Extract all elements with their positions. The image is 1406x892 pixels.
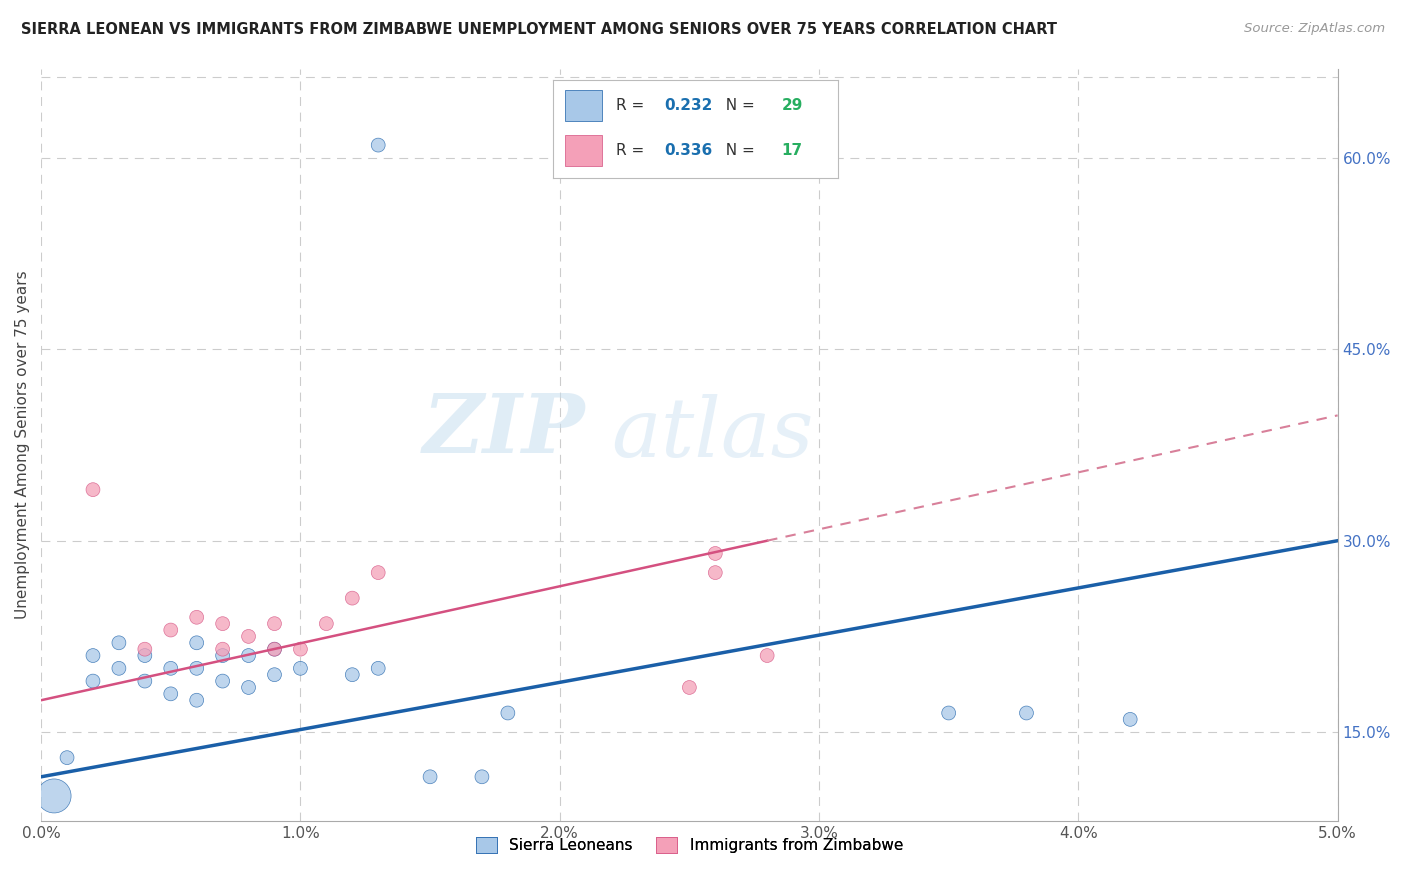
- Point: [342, 591, 364, 606]
- Point: [186, 636, 208, 650]
- Point: [56, 750, 79, 764]
- Point: [263, 642, 285, 657]
- Point: [238, 681, 260, 695]
- Point: [471, 770, 494, 784]
- Point: [211, 642, 233, 657]
- Point: [1015, 706, 1038, 720]
- Point: [108, 661, 131, 675]
- Point: [82, 483, 104, 497]
- Point: [756, 648, 779, 663]
- Point: [159, 623, 181, 637]
- Text: Source: ZipAtlas.com: Source: ZipAtlas.com: [1244, 22, 1385, 36]
- Y-axis label: Unemployment Among Seniors over 75 years: Unemployment Among Seniors over 75 years: [15, 270, 30, 619]
- Point: [134, 674, 156, 689]
- Point: [290, 642, 312, 657]
- Point: [290, 661, 312, 675]
- Point: [678, 681, 700, 695]
- Point: [263, 667, 285, 681]
- Text: ZIP: ZIP: [423, 390, 586, 470]
- Point: [263, 642, 285, 657]
- Text: SIERRA LEONEAN VS IMMIGRANTS FROM ZIMBABWE UNEMPLOYMENT AMONG SENIORS OVER 75 YE: SIERRA LEONEAN VS IMMIGRANTS FROM ZIMBAB…: [21, 22, 1057, 37]
- Point: [108, 636, 131, 650]
- Point: [211, 674, 233, 689]
- Point: [1119, 712, 1142, 726]
- Text: atlas: atlas: [612, 393, 814, 474]
- Point: [186, 610, 208, 624]
- Point: [238, 648, 260, 663]
- Point: [367, 566, 389, 580]
- Point: [704, 546, 727, 560]
- Point: [342, 667, 364, 681]
- Point: [367, 138, 389, 153]
- Point: [159, 661, 181, 675]
- Legend: Sierra Leoneans, Immigrants from Zimbabwe: Sierra Leoneans, Immigrants from Zimbabw…: [470, 830, 910, 859]
- Point: [42, 789, 65, 803]
- Point: [238, 629, 260, 643]
- Point: [159, 687, 181, 701]
- Point: [82, 648, 104, 663]
- Point: [938, 706, 960, 720]
- Point: [263, 616, 285, 631]
- Point: [186, 693, 208, 707]
- Point: [211, 616, 233, 631]
- Point: [496, 706, 519, 720]
- Point: [367, 661, 389, 675]
- Point: [82, 674, 104, 689]
- Point: [134, 642, 156, 657]
- Point: [419, 770, 441, 784]
- Point: [315, 616, 337, 631]
- Point: [211, 648, 233, 663]
- Point: [704, 566, 727, 580]
- Point: [186, 661, 208, 675]
- Point: [134, 648, 156, 663]
